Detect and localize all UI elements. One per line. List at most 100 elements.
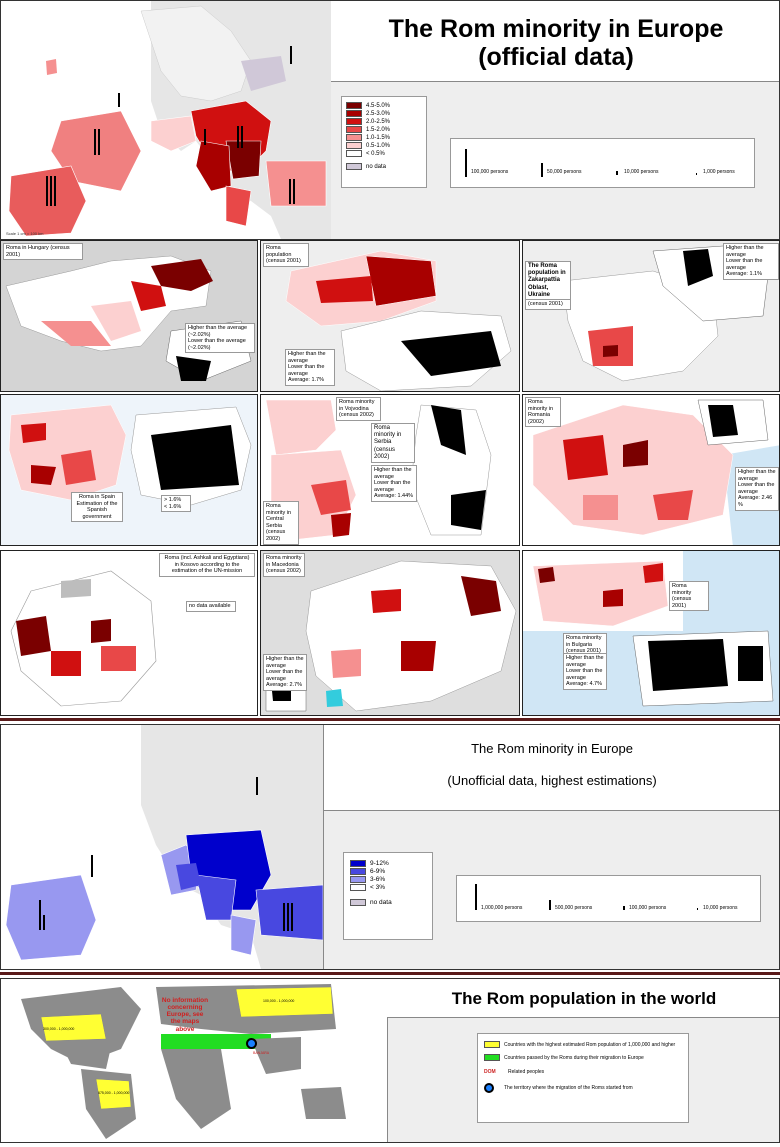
romania-note-low: Lower than the average: [738, 482, 775, 495]
panel-kosovo: Roma (incl. Ashkali and Egyptians) in Ko…: [0, 550, 258, 716]
vojvodina-title: Roma minority in Vojvodina (census 2002): [336, 397, 381, 421]
unofficial-legend-swatch: [350, 860, 366, 867]
official-legend-row: 0.5-1.0%: [346, 142, 422, 149]
serbia-title: Roma minority in Serbia (census 2002): [371, 423, 415, 463]
world-label-usa: 300,000 - 1,000,000: [43, 1027, 75, 1031]
bulgaria-avg: Average: 4.7%: [566, 681, 602, 688]
unofficial-title-line1: The Rom minority in Europe: [471, 741, 633, 756]
official-nodata-label: no data: [366, 163, 387, 170]
official-title: The Rom minority in Europe (official dat…: [331, 15, 779, 71]
world-legend-dom-tag: DOM: [484, 1069, 496, 1075]
spain-title: Roma in Spain Estimation of the Spanish …: [71, 492, 123, 523]
migration-origin-marker: [246, 1038, 257, 1049]
unofficial-legend-swatch: [350, 876, 366, 883]
macedonia-title: Roma minority in Macedonia (census 2002): [263, 553, 305, 577]
hungary-title: Roma in Hungary (census 2001): [3, 243, 83, 261]
romania-note-high: Higher than the average: [738, 469, 776, 482]
ukraine-note-high: Higher than the average: [726, 245, 764, 258]
size-50k: 50,000 persons: [547, 169, 582, 175]
bulgaria-note-high: Higher than the average: [566, 655, 604, 668]
official-legend-label: 2.5-3.0%: [366, 110, 391, 117]
world-title: The Rom population in the world: [451, 989, 717, 1008]
world-legend: Countries with the highest estimated Rom…: [477, 1033, 689, 1123]
usize-500k: 500,000 persons: [555, 905, 593, 911]
world-legend-origin: The territory where the migration of the…: [504, 1085, 633, 1091]
serbia-note-high: Higher than the average: [374, 467, 412, 480]
official-legend-swatch: [346, 126, 362, 133]
unofficial-nodata-label: no data: [370, 899, 392, 906]
world-section: No information concerning Europe, see th…: [0, 978, 780, 1143]
official-section: Scale 1 cm = 100 km The Rom minority in …: [0, 0, 780, 240]
macedonia-avg: Average: 2.7%: [266, 682, 302, 689]
official-legend-swatch: [346, 134, 362, 141]
size-1k: 1,000 persons: [703, 169, 735, 175]
slovakia-note-low: Lower than the average: [288, 364, 325, 377]
bulgaria-title2: Roma minority in Bulgaria (census 2001): [563, 633, 607, 657]
panel-ukraine: The Roma population in Zakarpattia Oblas…: [522, 240, 780, 392]
ukraine-note-low: Lower than the average: [726, 258, 763, 271]
official-legend-label: 2.0-2.5%: [366, 118, 391, 125]
slovakia-title: Roma population (census 2001): [263, 243, 309, 267]
ukraine-title: The Roma population in Zakarpattia Oblas…: [525, 261, 571, 301]
slovakia-avg: Average: 1.7%: [288, 377, 324, 384]
kosovo-nodata: no data available: [186, 601, 236, 612]
spain-legend-high: > 1.6%: [164, 497, 182, 503]
serbia-avg: Average: 1.44%: [374, 493, 414, 500]
official-legend-row: < 0.5%: [346, 150, 422, 157]
panel-serbia: Roma minority in Vojvodina (census 2002)…: [260, 394, 520, 546]
usize-10k: 10,000 persons: [703, 905, 738, 911]
panel-bulgaria: Roma minority (census 2001) Roma minorit…: [522, 550, 780, 716]
official-legend-label: 1.0-1.5%: [366, 134, 391, 141]
official-legend-label: 1.5-2.0%: [366, 126, 391, 133]
official-legend-swatch: [346, 118, 362, 125]
panel-slovakia: Roma population (census 2001) Higher tha…: [260, 240, 520, 392]
serbia-note-low: Lower than the average: [374, 480, 411, 493]
official-legend-row: 1.5-2.0%: [346, 126, 422, 133]
unofficial-legend-swatch: [350, 868, 366, 875]
unofficial-legend-swatch: [350, 884, 366, 891]
world-legend-related: Related peoples: [508, 1069, 545, 1075]
official-size-legend: 100,000 persons 50,000 persons 10,000 pe…: [450, 138, 755, 188]
official-legend-swatch: [346, 110, 362, 117]
world-legend-highest: Countries with the highest estimated Rom…: [504, 1041, 676, 1048]
world-map-shapes: [21, 984, 346, 1139]
official-legend-swatch: [346, 150, 362, 157]
official-title-line2: (official data): [478, 42, 634, 71]
official-legend-row: 2.0-2.5%: [346, 118, 422, 125]
macedonia-note-low: Lower than the average: [266, 669, 303, 682]
world-label-banjara: BANJARA: [253, 1051, 270, 1055]
official-legend-label: < 0.5%: [366, 150, 385, 157]
europe-map-shapes: [1, 1, 331, 239]
official-title-line1: The Rom minority in Europe: [388, 15, 724, 43]
europe-unofficial-map: [1, 725, 323, 969]
official-legend-row: 4.5-5.0%: [346, 102, 422, 109]
official-legend-swatch: [346, 142, 362, 149]
unofficial-legend-label: 3-6%: [370, 876, 386, 883]
panel-spain: Roma in Spain Estimation of the Spanish …: [0, 394, 258, 546]
unofficial-size-legend: 1,000,000 persons 500,000 persons 100,00…: [456, 875, 761, 922]
hungary-note-low: Lower than the average (~2.02%): [188, 338, 246, 351]
europe-unofficial-shapes: [5, 725, 323, 969]
europe-official-map: Scale 1 cm = 100 km: [1, 1, 331, 239]
unofficial-legend-row: 6-9%: [350, 868, 426, 875]
bulgaria-title: Roma minority (census 2001): [669, 581, 709, 612]
romania-title: Roma minority in Romania (2002): [525, 397, 561, 428]
slovakia-note-high: Higher than the average: [288, 351, 326, 364]
bulgaria-note-low: Lower than the average: [566, 668, 603, 681]
official-legend-swatch: [346, 102, 362, 109]
spain-legend-low: < 1.6%: [164, 503, 182, 510]
ukraine-sub: (census 2001): [525, 299, 571, 310]
unofficial-legend-label: < 3%: [370, 884, 385, 891]
size-10k: 10,000 persons: [624, 169, 659, 175]
world-no-info: No information concerning Europe, see th…: [161, 997, 209, 1033]
central-serbia-title: Roma minority in Central Serbia (census …: [263, 501, 299, 545]
unofficial-title-line2: (Unofficial data, highest estimations): [447, 773, 657, 788]
unofficial-legend-label: 6-9%: [370, 868, 386, 875]
unofficial-legend-row: 9-12%: [350, 860, 426, 867]
macedonia-note-high: Higher than the average: [266, 656, 304, 669]
official-legend: 4.5-5.0% 2.5-3.0% 2.0-2.5% 1.5-2.0% 1.0-1.5%…: [341, 96, 427, 188]
usize-1m: 1,000,000 persons: [481, 905, 523, 911]
world-label-russia: 100,000 - 1,000,000: [263, 999, 295, 1003]
official-legend-label: 4.5-5.0%: [366, 102, 391, 109]
size-100k: 100,000 persons: [471, 169, 509, 175]
